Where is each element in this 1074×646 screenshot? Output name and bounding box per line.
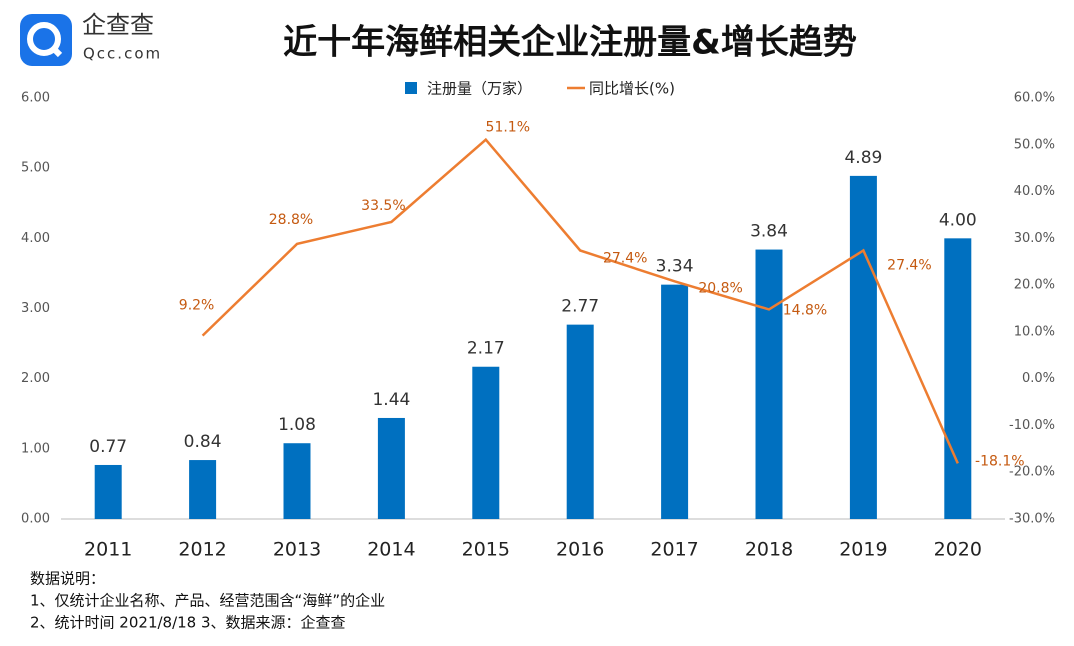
logo-name: 企查查: [82, 11, 154, 39]
y2-tick-label: 10.0%: [1014, 324, 1055, 339]
logo-tail: [49, 44, 63, 58]
bar: [94, 464, 122, 519]
bar-value-label: 2.77: [561, 297, 599, 317]
x-tick-label: 2012: [178, 539, 226, 561]
bar-value-label: 1.44: [372, 390, 410, 410]
bar-value-label: 0.84: [184, 432, 222, 452]
line-value-label: 28.8%: [269, 212, 313, 228]
line-value-label: 27.4%: [887, 257, 931, 273]
bar: [189, 460, 217, 519]
line-value-label: 27.4%: [603, 250, 647, 266]
x-tick-label: 2019: [839, 539, 887, 561]
bar-value-label: 1.08: [278, 415, 316, 435]
x-tick-label: 2017: [650, 539, 698, 561]
x-tick-label: 2015: [462, 539, 510, 561]
y-tick-label: 1.00: [21, 441, 50, 456]
bar: [566, 324, 594, 519]
y-tick-label: 3.00: [21, 301, 50, 316]
y2-tick-label: -20.0%: [1009, 465, 1055, 480]
logo: 企查查 Qcc.com: [20, 11, 162, 66]
x-tick-label: 2013: [273, 539, 321, 561]
bar: [755, 249, 783, 519]
y2-tick-label: 40.0%: [1014, 184, 1055, 199]
x-tick-label: 2011: [84, 539, 132, 561]
logo-ring: [27, 22, 61, 56]
line-value-label: 51.1%: [486, 120, 530, 136]
bar-value-label: 4.00: [939, 210, 977, 230]
line-value-label: 20.8%: [698, 280, 742, 296]
legend-label: 同比增长(%): [589, 80, 675, 98]
y-tick-label: 2.00: [21, 371, 50, 386]
bar: [944, 238, 972, 520]
bar-value-label: 0.77: [89, 437, 127, 457]
chart-title: 近十年海鲜相关企业注册量&增长趋势: [283, 23, 857, 63]
legend-label: 注册量（万家）: [427, 80, 532, 98]
y2-tick-label: 60.0%: [1014, 91, 1055, 106]
y2-tick-label: -10.0%: [1009, 418, 1055, 433]
bar: [849, 175, 877, 519]
bar-value-label: 4.89: [844, 148, 882, 168]
line-value-label: 33.5%: [361, 198, 405, 214]
y-tick-label: 0.00: [21, 512, 50, 527]
note: 数据说明：: [30, 570, 105, 588]
bar: [472, 366, 500, 519]
bar-value-label: 2.17: [467, 339, 505, 359]
y-tick-label: 5.00: [21, 161, 50, 176]
line-value-label: 14.8%: [783, 302, 827, 318]
y2-tick-label: 0.0%: [1022, 371, 1055, 386]
y2-tick-label: 30.0%: [1014, 231, 1055, 246]
y2-tick-label: 50.0%: [1014, 137, 1055, 152]
notes: 数据说明： 1、仅统计企业名称、产品、经营范围含“海鲜”的企业 2、统计时间 2…: [30, 570, 385, 632]
note: 1、仅统计企业名称、产品、经营范围含“海鲜”的企业: [30, 592, 385, 610]
x-tick-label: 2020: [934, 539, 982, 561]
line-value-label: 9.2%: [179, 298, 215, 314]
line-value-label: -18.1%: [975, 453, 1025, 469]
bar: [377, 417, 405, 519]
bar: [661, 284, 689, 519]
legend-swatch: [405, 82, 417, 94]
bar-value-label: 3.84: [750, 222, 788, 242]
y2-tick-label: 20.0%: [1014, 278, 1055, 293]
y2-tick-label: -30.0%: [1009, 512, 1055, 527]
note: 2、统计时间 2021/8/18 3、数据来源：企查查: [30, 614, 346, 632]
logo-domain: Qcc.com: [83, 45, 162, 63]
x-tick-label: 2018: [745, 539, 793, 561]
x-tick-label: 2014: [367, 539, 415, 561]
y-tick-label: 6.00: [21, 91, 50, 106]
y-tick-label: 4.00: [21, 231, 50, 246]
bar: [283, 443, 311, 519]
bar-value-label: 3.34: [656, 257, 694, 277]
line: [201, 137, 959, 464]
x-tick-label: 2016: [556, 539, 604, 561]
